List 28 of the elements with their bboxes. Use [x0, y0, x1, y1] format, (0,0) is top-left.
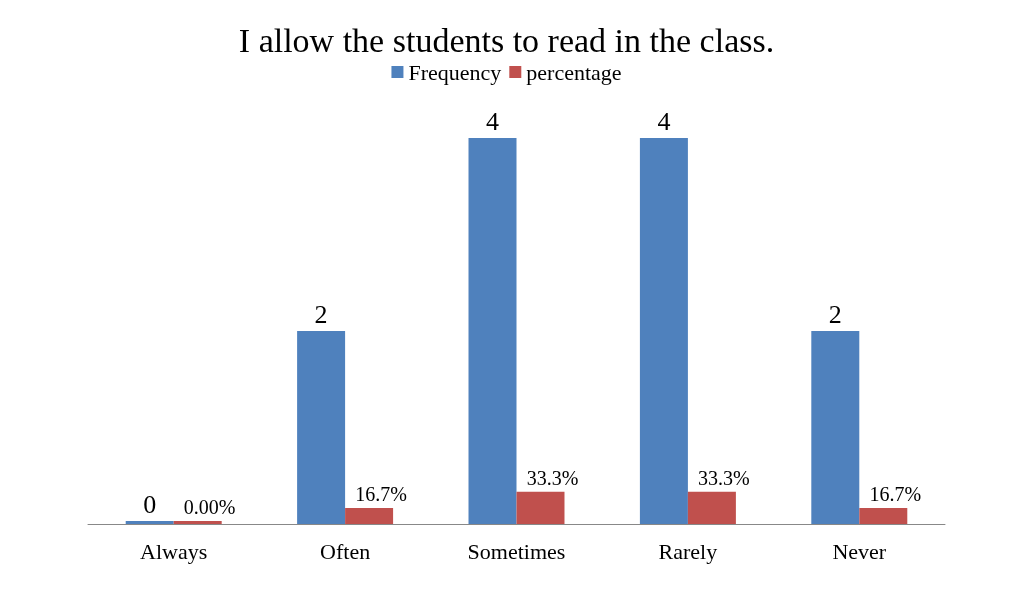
- bar: [297, 331, 346, 524]
- data-label: 0: [143, 489, 157, 519]
- x-tick-label: Never: [832, 538, 887, 564]
- legend-label: Frequency: [408, 59, 502, 85]
- x-tick-label: Often: [320, 538, 371, 564]
- data-label: 4: [486, 106, 499, 136]
- bar: [345, 507, 394, 524]
- bar: [516, 491, 565, 524]
- data-label: 4: [657, 106, 671, 136]
- x-tick-label: Rarely: [658, 538, 718, 564]
- bar: [811, 331, 860, 524]
- bar: [125, 521, 174, 524]
- x-tick-label: Sometimes: [467, 538, 566, 564]
- data-label: 33.3%: [698, 466, 750, 489]
- bar: [639, 138, 688, 524]
- data-label: 0.00%: [183, 496, 236, 518]
- bar: [468, 138, 517, 524]
- data-label: 33.3%: [526, 466, 579, 489]
- data-label: 2: [828, 299, 842, 329]
- chart-title: I allow the students to read in the class.: [238, 21, 775, 59]
- data-label: 16.7%: [869, 482, 922, 505]
- legend-label: percentage: [526, 59, 622, 85]
- data-label: 2: [314, 299, 328, 329]
- bar: [173, 521, 222, 524]
- x-tick-label: Always: [140, 538, 208, 564]
- bar: [687, 491, 736, 524]
- data-label: 16.7%: [355, 482, 407, 505]
- bar: [859, 507, 908, 524]
